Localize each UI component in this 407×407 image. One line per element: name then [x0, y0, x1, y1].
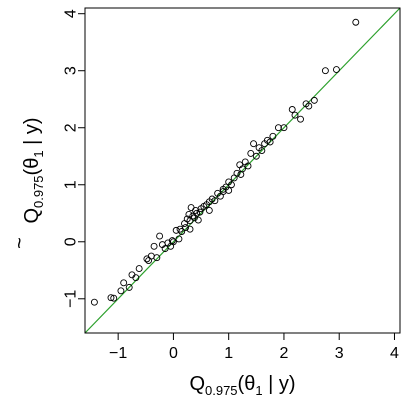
data-point	[143, 255, 151, 263]
y-axis-title: Q0.975(θ1 | y) ~	[9, 117, 46, 248]
data-point	[169, 238, 177, 246]
data-point	[310, 96, 318, 104]
data-point	[172, 226, 180, 234]
y-tick-label: 0	[63, 237, 80, 246]
x-axis: −1 0 1 2 3 4	[109, 332, 399, 362]
y-tick-label: −1	[63, 290, 80, 308]
x-tick-label: 4	[390, 345, 399, 362]
data-point	[120, 279, 128, 287]
data-point	[237, 171, 245, 178]
data-point	[252, 152, 260, 160]
data-point	[244, 162, 252, 170]
y-axis: −1 0 1 2 3 4	[63, 9, 86, 308]
data-point	[291, 111, 299, 119]
y-tick-label: 1	[63, 180, 80, 189]
data-point	[194, 216, 202, 224]
data-point	[125, 283, 133, 291]
data-point	[274, 124, 282, 132]
y-tick-label: 2	[63, 123, 80, 132]
reference-line-layer	[84, 7, 401, 334]
data-point	[280, 124, 288, 132]
y-tick-label: 4	[63, 9, 80, 18]
data-point	[135, 265, 143, 273]
data-point	[305, 102, 313, 110]
x-tick-label: 2	[279, 345, 288, 362]
data-point	[250, 140, 258, 148]
data-point	[297, 115, 304, 123]
data-point	[211, 197, 219, 205]
data-point	[181, 220, 188, 227]
data-point	[193, 209, 201, 217]
data-point	[186, 225, 194, 233]
data-point	[117, 287, 125, 295]
data-point	[266, 138, 274, 146]
data-point	[288, 106, 296, 113]
data-point	[168, 237, 176, 245]
data-point	[187, 204, 195, 212]
data-point	[153, 254, 161, 262]
x-tick-label: 0	[169, 345, 178, 362]
svg-text:Q0.975(θ1 | y): Q0.975(θ1 | y)	[21, 117, 46, 223]
y-tick-label: 3	[63, 66, 80, 75]
x-tick-label: 1	[224, 345, 233, 362]
data-point	[269, 132, 277, 140]
data-point	[230, 174, 238, 182]
data-point	[185, 210, 193, 218]
data-point	[227, 181, 235, 189]
data-point	[178, 228, 186, 235]
data-point	[205, 206, 213, 214]
data-point	[145, 257, 153, 265]
data-point	[258, 147, 266, 154]
y-axis-title-accent: ~	[9, 237, 31, 249]
data-point	[233, 169, 241, 177]
data-point	[175, 235, 183, 243]
x-axis-title: Q0.975(θ1 | y)	[189, 373, 295, 398]
data-point	[150, 242, 158, 250]
data-point	[332, 66, 340, 74]
identity-line	[84, 7, 401, 334]
x-tick-label: 3	[335, 345, 344, 362]
data-point	[156, 232, 164, 240]
data-point	[176, 225, 184, 233]
data-point	[352, 18, 360, 26]
data-point	[219, 188, 227, 196]
x-tick-label: −1	[109, 345, 127, 362]
data-point	[90, 298, 98, 306]
data-point	[110, 294, 118, 302]
data-point	[247, 149, 255, 157]
points-layer	[90, 18, 360, 306]
data-point	[132, 274, 140, 282]
data-point	[321, 67, 329, 75]
data-point	[107, 294, 115, 302]
data-point	[196, 208, 204, 216]
